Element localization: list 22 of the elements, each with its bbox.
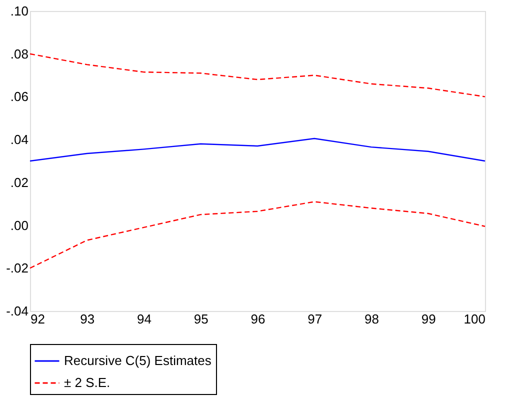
y-tick-label: -.04 (6, 304, 28, 318)
x-tick-label: 99 (421, 312, 436, 326)
x-tick-label: 94 (137, 312, 152, 326)
y-tick-label: .02 (10, 174, 28, 190)
x-tick-label: 96 (250, 312, 266, 326)
y-tick-label: .10 (10, 4, 28, 18)
x-tick-label: 92 (30, 312, 45, 326)
x-tick-label: 93 (80, 312, 95, 326)
y-tick-label: .08 (10, 46, 28, 62)
line-series (29, 201, 486, 269)
y-tick-label: .00 (10, 218, 28, 233)
line-series (29, 53, 486, 98)
legend-label: Recursive C(5) Estimates (64, 353, 212, 368)
y-tick-label: -.02 (6, 260, 28, 276)
x-tick-label: 95 (194, 312, 208, 326)
x-tick-label: 100 (464, 312, 486, 326)
x-tick-label: 97 (308, 312, 322, 326)
x-tick-label: 98 (364, 312, 379, 326)
legend-label: ± 2 S.E. (64, 375, 110, 390)
line-series (29, 138, 486, 162)
y-tick-label: .06 (10, 89, 28, 104)
y-tick-label: .04 (10, 132, 28, 148)
